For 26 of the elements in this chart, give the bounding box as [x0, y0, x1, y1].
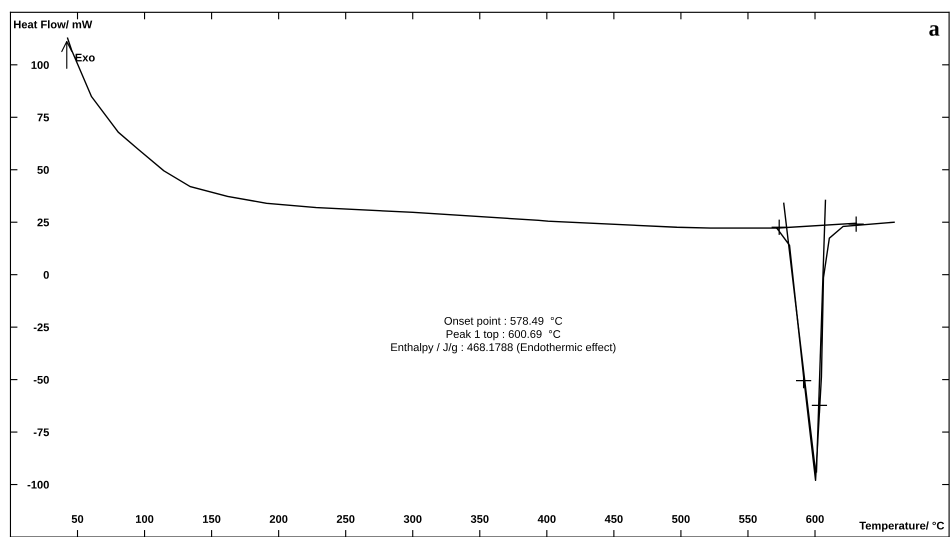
x-axis-title: Temperature/ °C	[859, 521, 944, 532]
x-tick-label: 600	[806, 515, 824, 523]
y-tick-label: -50	[34, 376, 49, 384]
y-tick-label: -75	[34, 428, 50, 436]
annotation: Exo	[76, 54, 95, 62]
y-tick-label: -25	[34, 323, 50, 332]
x-tick-label: 350	[470, 515, 489, 523]
y-tick-label: 50	[37, 166, 49, 174]
x-tick-label: 250	[336, 515, 355, 523]
x-tick-label: 550	[739, 515, 757, 523]
annotation: a	[929, 25, 940, 36]
x-tick-label: 150	[203, 515, 220, 523]
x-tick-label: 400	[538, 515, 556, 523]
x-tick-label: 100	[136, 515, 154, 523]
y-tick-label: 0	[44, 270, 49, 279]
annotation: Onset point : 578.49 °C Peak 1 top : 600.69 °C Enthalpy / J/g : 468.1788 (Endothermic effect)	[391, 316, 616, 354]
x-tick-label: 300	[404, 515, 422, 523]
y-tick-label: 100	[32, 61, 49, 69]
y-tick-label: 75	[37, 114, 50, 122]
y-tick-label: 25	[37, 218, 50, 226]
x-tick-label: 200	[270, 515, 288, 523]
x-tick-label: 450	[604, 515, 623, 523]
y-tick-label: -100	[28, 480, 49, 489]
y-axis-title: Heat Flow/ mW	[14, 20, 92, 28]
x-tick-label: 500	[672, 515, 690, 523]
x-tick-label: 50	[72, 515, 84, 523]
